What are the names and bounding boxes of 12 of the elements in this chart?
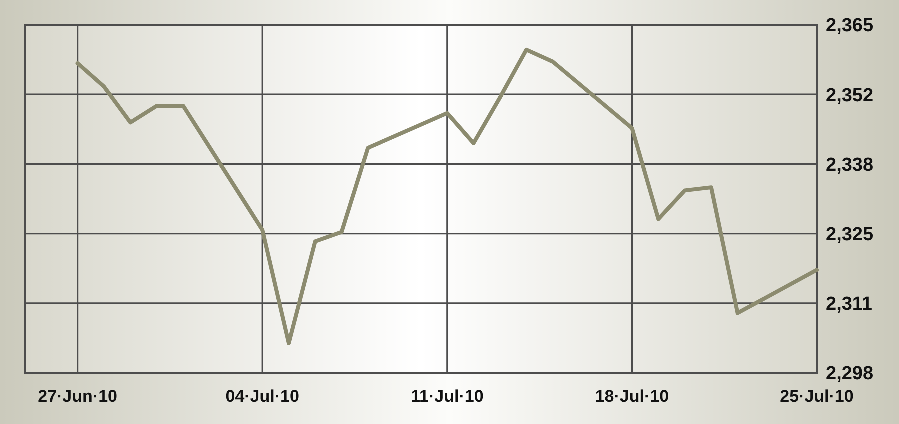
x-tick-label: 18·Jul·10: [595, 387, 670, 406]
y-tick-label: 2,298: [826, 364, 874, 385]
x-tick-label: 04·Jul·10: [226, 387, 300, 406]
x-tick-label: 25·Jul·10: [780, 387, 854, 406]
y-tick-label: 2,365: [826, 16, 874, 37]
x-tick-label: 11·Jul·10: [411, 387, 484, 406]
y-tick-label: 2,311: [826, 294, 873, 316]
y-tick-label: 2,352: [826, 85, 874, 106]
y-tick-label: 2,338: [826, 154, 874, 176]
x-tick-label: 27·Jun·10: [38, 387, 118, 406]
y-tick-label: 2,325: [826, 224, 874, 246]
line-series: [76, 48, 819, 346]
